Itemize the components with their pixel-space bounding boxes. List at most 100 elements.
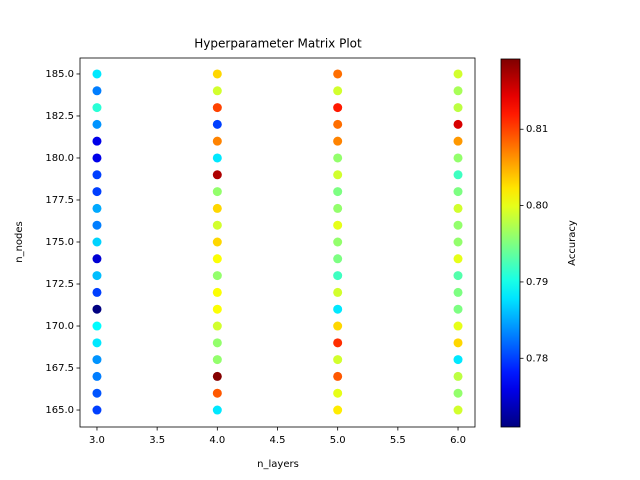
point <box>212 271 222 281</box>
point <box>212 86 222 96</box>
point <box>212 119 222 129</box>
point <box>212 405 222 415</box>
point <box>333 69 343 79</box>
point <box>453 237 463 247</box>
point <box>212 170 222 180</box>
x-tick-label: 3.0 <box>89 435 105 446</box>
colorbar-tick-label: 0.78 <box>526 353 548 364</box>
point <box>92 254 102 264</box>
point <box>453 136 463 146</box>
point <box>453 304 463 314</box>
colorbar-label: Accuracy <box>567 220 578 266</box>
point <box>212 355 222 365</box>
point <box>212 338 222 348</box>
point <box>453 321 463 331</box>
point <box>453 254 463 264</box>
point <box>333 405 343 415</box>
point <box>333 103 343 113</box>
point <box>333 355 343 365</box>
point <box>333 287 343 297</box>
point <box>92 271 102 281</box>
point <box>333 254 343 264</box>
point <box>453 371 463 381</box>
x-axis-label: n_layers <box>257 459 299 470</box>
point <box>333 203 343 213</box>
y-tick-label: 185.0 <box>45 69 74 80</box>
y-tick-label: 177.5 <box>45 195 74 206</box>
point <box>453 405 463 415</box>
point <box>333 153 343 163</box>
point <box>453 170 463 180</box>
point <box>92 321 102 331</box>
point <box>212 220 222 230</box>
point <box>333 321 343 331</box>
point <box>92 203 102 213</box>
point <box>212 136 222 146</box>
point <box>92 287 102 297</box>
x-tick-label: 6.0 <box>450 435 466 446</box>
point <box>333 338 343 348</box>
point <box>212 187 222 197</box>
point <box>453 187 463 197</box>
point <box>92 187 102 197</box>
plot-area <box>79 57 476 428</box>
point <box>212 153 222 163</box>
point <box>453 287 463 297</box>
point <box>333 187 343 197</box>
point <box>92 119 102 129</box>
colorbar-tick-label: 0.81 <box>526 124 548 135</box>
point <box>212 371 222 381</box>
y-tick-label: 172.5 <box>45 279 74 290</box>
point <box>92 69 102 79</box>
x-tick-label: 4.5 <box>270 435 286 446</box>
y-tick-label: 175.0 <box>45 237 74 248</box>
point <box>92 371 102 381</box>
point <box>453 388 463 398</box>
y-axis-label: n_nodes <box>14 221 25 263</box>
point <box>212 287 222 297</box>
point <box>333 271 343 281</box>
point <box>92 103 102 113</box>
point <box>333 371 343 381</box>
chart-title: Hyperparameter Matrix Plot <box>194 37 362 51</box>
point <box>92 220 102 230</box>
point <box>92 388 102 398</box>
point <box>453 153 463 163</box>
point <box>453 338 463 348</box>
point <box>333 220 343 230</box>
x-tick-label: 5.0 <box>330 435 346 446</box>
x-tick-label: 3.5 <box>149 435 165 446</box>
colorbar <box>500 58 521 428</box>
point <box>453 203 463 213</box>
y-tick-label: 170.0 <box>45 321 74 332</box>
point <box>92 153 102 163</box>
point <box>453 271 463 281</box>
point <box>92 237 102 247</box>
point <box>212 304 222 314</box>
point <box>453 220 463 230</box>
point <box>92 338 102 348</box>
point <box>92 86 102 96</box>
point <box>453 69 463 79</box>
point <box>333 86 343 96</box>
point <box>333 119 343 129</box>
point <box>453 103 463 113</box>
colorbar-tick-label: 0.79 <box>526 277 548 288</box>
y-tick-label: 180.0 <box>45 153 74 164</box>
point <box>212 321 222 331</box>
point <box>333 237 343 247</box>
point <box>92 170 102 180</box>
point <box>92 405 102 415</box>
point <box>333 170 343 180</box>
point <box>92 355 102 365</box>
point <box>333 304 343 314</box>
y-tick-label: 182.5 <box>45 111 74 122</box>
point <box>212 203 222 213</box>
point <box>453 119 463 129</box>
point <box>453 355 463 365</box>
y-tick-label: 167.5 <box>45 363 74 374</box>
point <box>212 69 222 79</box>
point <box>333 136 343 146</box>
x-tick-label: 4.0 <box>209 435 225 446</box>
